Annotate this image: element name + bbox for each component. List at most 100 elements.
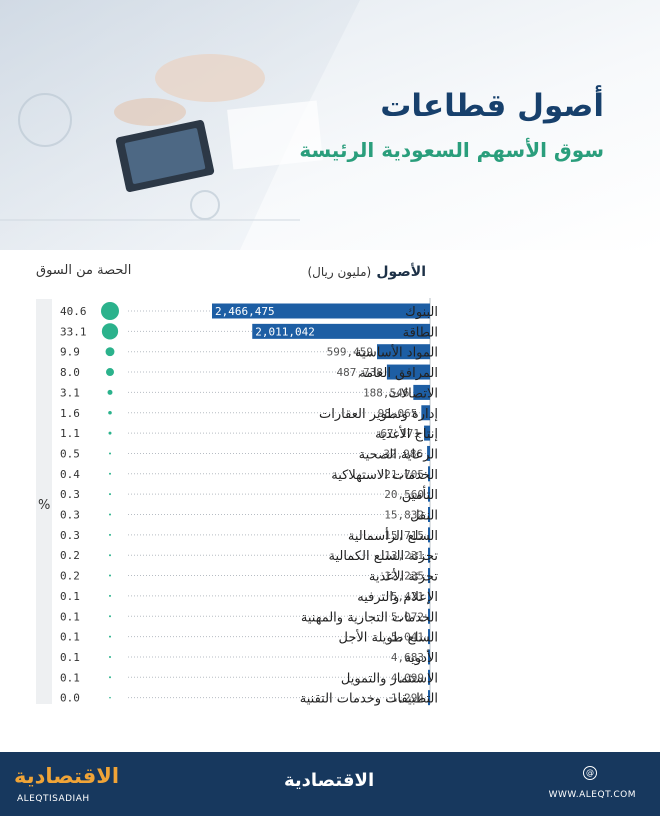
- share-dot: [105, 347, 115, 357]
- value-label: 98,065: [378, 407, 418, 420]
- share-label: 0.1: [60, 590, 80, 603]
- center-logo: الاقتصادية: [284, 770, 375, 791]
- share-dot: [108, 410, 112, 415]
- bar: [421, 405, 430, 421]
- category-label: التأمين: [402, 485, 438, 503]
- value-label: 67,171: [380, 427, 420, 440]
- bar: [428, 608, 430, 624]
- category-label: النقل: [410, 509, 438, 524]
- hero-photo: [0, 0, 360, 250]
- value-label: 2,011,042: [255, 325, 315, 338]
- bar: [428, 649, 430, 665]
- category-label: الرعاية الصحية: [359, 447, 438, 462]
- category-label: الطاقة: [403, 325, 438, 340]
- category-label: إنتاج الأغذية: [375, 425, 438, 442]
- value-label: 1,294: [391, 692, 424, 705]
- share-header-label: الحصة من السوق: [36, 263, 132, 278]
- share-label: 0.0: [60, 692, 80, 705]
- bar: [428, 669, 430, 685]
- bar: [428, 507, 430, 522]
- category-label: التطبيقات وخدمات التقنية: [300, 692, 438, 707]
- share-dot: [109, 594, 111, 597]
- share-label: 1.6: [60, 407, 80, 420]
- value-label: 4,683: [391, 651, 424, 664]
- bar: [212, 303, 430, 319]
- bar: [424, 425, 430, 441]
- value-label: 12,235: [384, 570, 424, 583]
- bar: [428, 466, 430, 482]
- share-label: 0.3: [60, 529, 80, 542]
- share-dot: [109, 493, 111, 496]
- bar: [413, 384, 430, 400]
- share-dot: [108, 431, 112, 435]
- value-label: 15,715: [384, 529, 424, 542]
- category-label: الاتصالات: [388, 386, 438, 401]
- share-dot: [109, 655, 111, 658]
- share-dot: [109, 574, 111, 577]
- value-label: 188,546: [363, 386, 409, 399]
- sector-assets-chart: 2,466,475 البنوك 40.6 2,011,042 الطاقة 33.1 59…: [60, 298, 439, 707]
- category-label: الخدمات التجارية والمهنية: [301, 610, 438, 625]
- share-label: 0.1: [60, 651, 80, 664]
- value-label: 5,041: [391, 631, 424, 644]
- bar: [428, 547, 430, 563]
- category-label: تجزئة السلع الكمالية: [328, 549, 438, 564]
- footer-bar: الاقتصادية ALEQTISADIAH الاقتصادية @ WWW…: [0, 752, 660, 816]
- share-dot: [101, 323, 119, 340]
- share-dot: [109, 554, 111, 557]
- bar: [427, 445, 430, 461]
- share-dot: [106, 368, 114, 377]
- category-label: إدارة وتطوير العقارات: [319, 407, 438, 422]
- share-dot: [109, 676, 111, 679]
- share-dot: [109, 696, 111, 699]
- value-label: 4,099: [391, 671, 424, 684]
- share-label: 40.6: [60, 305, 87, 318]
- category-label: الإعلام والترفيه: [357, 590, 438, 605]
- value-label: 20,560: [384, 488, 424, 501]
- assets-unit-label: (مليون ريال): [307, 265, 372, 279]
- hero-banner: أصول قطاعات سوق الأسهم السعودية الرئيسة: [0, 0, 660, 250]
- value-label: 21,705: [384, 468, 424, 481]
- category-label: المرافق العامة: [359, 366, 438, 381]
- bar: [428, 568, 430, 584]
- share-label: 0.4: [60, 468, 80, 481]
- bar: [428, 486, 430, 502]
- share-dot: [109, 533, 111, 536]
- share-label: 8.0: [60, 366, 80, 379]
- bar: [377, 344, 430, 360]
- category-label: تجزئة الأغذية: [369, 568, 439, 585]
- category-label: البنوك: [405, 305, 438, 320]
- value-label: 13,231: [384, 549, 424, 562]
- category-label: السلع الرأسمالية: [348, 527, 438, 544]
- share-dot: [109, 513, 111, 516]
- value-label: 487,738: [337, 366, 383, 379]
- share-label: 0.1: [60, 671, 80, 684]
- share-column-background: [36, 299, 52, 704]
- value-label: 599,459: [327, 346, 373, 359]
- share-dot: [107, 389, 113, 395]
- bar: [428, 629, 430, 645]
- share-label: 1.1: [60, 427, 80, 440]
- share-dot: [109, 615, 111, 618]
- share-label: 0.1: [60, 610, 80, 623]
- share-dot: [109, 635, 111, 638]
- bar: [386, 364, 430, 380]
- share-label: 33.1: [60, 325, 87, 338]
- category-label: الاستثمار والتمويل: [341, 671, 438, 686]
- share-label: 0.3: [60, 509, 80, 522]
- brand-logo: الاقتصادية: [14, 764, 120, 788]
- share-dot: [101, 302, 119, 320]
- share-label: 3.1: [60, 386, 80, 399]
- assets-header-label: الأصول: [376, 264, 426, 280]
- category-label: المواد الأساسية: [355, 344, 438, 361]
- assets-header: الأصول (مليون ريال): [307, 261, 426, 280]
- share-dot: [109, 452, 111, 455]
- category-label: الخدمات الاستهلاكية: [331, 468, 438, 483]
- share-label: 0.3: [60, 488, 80, 501]
- bar: [428, 690, 430, 706]
- page-subtitle: سوق الأسهم السعودية الرئيسة: [299, 138, 604, 162]
- value-label: 32,986: [383, 447, 423, 460]
- value-label: 5,421: [391, 590, 424, 603]
- share-label: 0.1: [60, 631, 80, 644]
- bar: [252, 323, 430, 339]
